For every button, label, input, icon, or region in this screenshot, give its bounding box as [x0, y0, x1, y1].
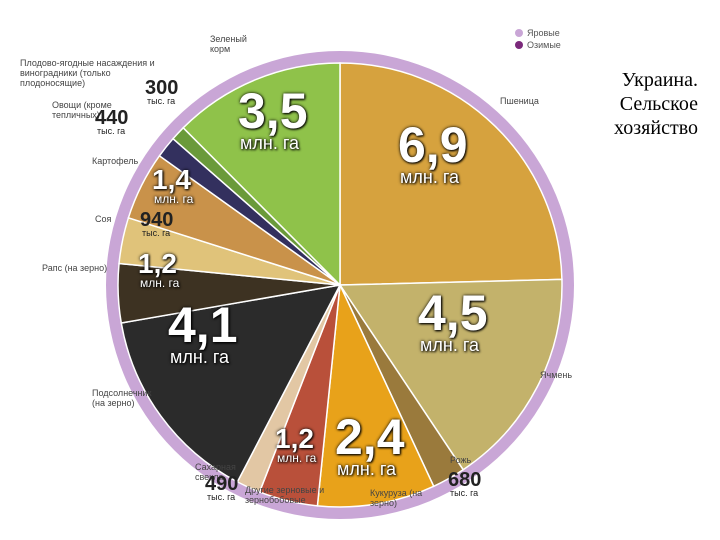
pie-slice [339, 62, 563, 286]
value-label: 680 [448, 469, 482, 491]
unit-label: тыс. га [97, 126, 126, 136]
value-label: 940 [140, 209, 174, 231]
unit-label: тыс. га [142, 228, 171, 238]
unit-label: млн. га [140, 275, 180, 290]
legend-swatch [515, 41, 523, 49]
value-label: 4,1 [168, 297, 238, 353]
slice-name: Кукуруза (на зерно) [370, 488, 423, 508]
unit-label: тыс. га [147, 96, 176, 106]
slice-name: Другие зерновые и зернобобовые [245, 485, 325, 505]
value-label: 4,5 [418, 285, 488, 341]
unit-label: млн. га [240, 132, 300, 153]
unit-label: млн. га [154, 191, 194, 206]
unit-label: тыс. га [450, 488, 479, 498]
unit-label: млн. га [420, 334, 480, 355]
value-label: 3,5 [238, 83, 308, 139]
legend-label: Озимые [527, 40, 561, 50]
pie-slice [120, 284, 342, 483]
value-label: 2,4 [335, 409, 405, 465]
value-label: 300 [145, 77, 179, 99]
unit-label: млн. га [337, 458, 397, 479]
slice-name: Рожь [450, 455, 472, 465]
legend-swatch [515, 29, 523, 37]
slice-name: Сахарная свекла [195, 462, 236, 482]
unit-label: млн. га [170, 346, 230, 367]
pie-slice [338, 278, 563, 471]
unit-label: тыс. га [207, 492, 236, 502]
value-label: 1,4 [152, 164, 191, 195]
pie-slice [316, 282, 435, 508]
value-label: 1,2 [275, 423, 314, 454]
legend-label: Яровые [527, 28, 560, 38]
slice-name: Зеленый корм [210, 34, 247, 54]
slice-name: Подсолнечник (на зерно) [92, 388, 152, 408]
unit-label: млн. га [400, 166, 460, 187]
slice-name: Рапс (на зерно) [42, 263, 108, 273]
unit-label: млн. га [277, 450, 317, 465]
slice-name: Плодово-ягодные насаждения и виноградник… [20, 58, 155, 88]
slice-name: Овощи (кроме тепличных) [52, 100, 112, 120]
value-label: 6,9 [398, 117, 468, 173]
value-label: 490 [205, 473, 239, 495]
pie-slice [182, 62, 341, 287]
value-label: 440 [95, 107, 129, 129]
slice-name: Соя [95, 214, 112, 224]
chart-title: Украина. Сельское хозяйство [614, 69, 698, 139]
slice-name: Пшеница [500, 96, 539, 106]
slice-name: Картофель [92, 156, 139, 166]
slice-name: Ячмень [540, 370, 573, 380]
value-label: 1,2 [138, 248, 177, 279]
